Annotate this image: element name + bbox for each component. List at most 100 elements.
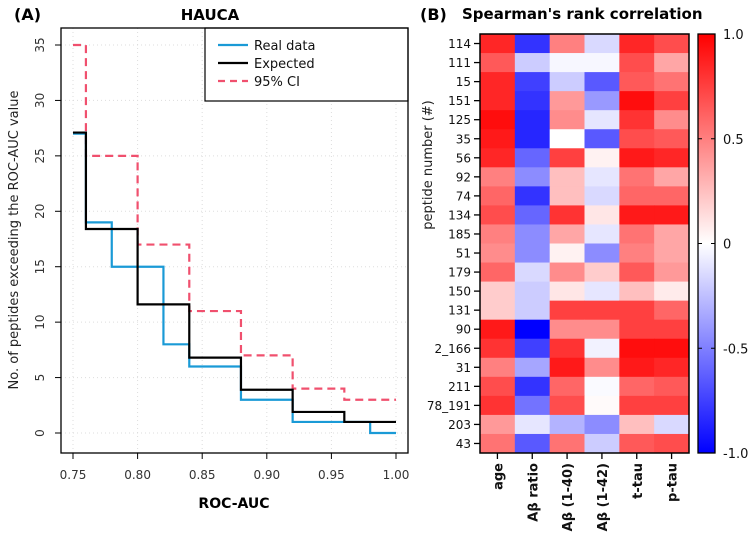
heatmap-cell [549,34,585,54]
heatmap-cell [619,300,655,321]
heatmap-cell [480,110,516,130]
heatmap-cell [654,72,690,92]
heatmap-cell [619,395,655,416]
y-tick-label: 5 [33,374,47,382]
heatmap-cell [480,433,516,454]
heatmap-cell [480,262,516,283]
heatmap-cell [584,53,620,73]
colorbar: 1.0 0.5 0 -0.5 -1.0 [697,28,748,462]
heatmap-cell [514,376,551,397]
heatmap-cell [514,262,551,283]
heatmap-cell [584,300,620,321]
heatmap-cell [619,110,655,130]
heatmap-cell [584,167,620,187]
colorbar-tick-label: 1.0 [723,28,744,43]
heatmap-cell [654,357,690,378]
heatmap-y-label: peptide number (#) [421,100,436,230]
panel-b-label: (B) [420,5,447,24]
legend-entry: Real data [254,39,315,54]
heatmap-cell [619,338,655,359]
row-label: 185 [448,227,471,241]
heatmap-cell [514,34,551,54]
heatmap-cell [514,205,551,225]
heatmap-cell [654,281,690,302]
heatmap-cell [514,395,551,416]
heatmap-cell [549,205,585,225]
legend-entry: 95% CI [254,75,300,90]
step-lines [73,43,396,435]
heatmap-cell [549,300,585,321]
colorbar-tick-label: 0.5 [723,133,744,148]
x-tick-label: 0.85 [189,468,216,482]
row-label: 74 [456,189,471,203]
heatmap-cell [549,414,585,435]
heatmap-cell [514,224,551,244]
row-label: 131 [448,304,471,318]
y-tick-label: 25 [33,148,47,163]
heatmap-cell [549,72,585,92]
heatmap-cell [584,414,620,435]
row-label: 92 [456,170,471,184]
y-axis-label: No. of peptides exceeding the ROC-AUC va… [7,91,22,390]
colorbar-tick-label: -1.0 [723,447,748,462]
heatmap-cell [619,91,655,111]
heatmap-cell [549,281,585,302]
row-label: 125 [448,113,471,127]
colorbar-tick-label: 0 [723,238,731,253]
y-tick-label: 10 [33,315,47,330]
axis-ticks: 0.75 0.80 0.85 0.90 0.95 1.00 0 5 10 15 20 25 30 35 [33,37,409,482]
heatmap-cell [549,395,585,416]
column-label: p-tau [666,463,681,502]
heatmap-cell [584,72,620,92]
heatmap-cell [514,414,551,435]
row-label: 43 [456,437,471,451]
heatmap-cell [549,110,585,130]
heatmap-cell [514,110,551,130]
heatmap-cell [480,395,516,416]
heatmap-cell [619,205,655,225]
heatmap-cell [619,167,655,187]
heatmap-cell [480,53,516,73]
x-tick-label: 0.75 [60,468,87,482]
colorbar-tick-label: -0.5 [723,342,748,357]
heatmap-cell [480,129,516,149]
heatmap-cell [514,53,551,73]
heatmap-cell [549,186,585,206]
row-label: 203 [448,418,471,432]
row-label: 35 [456,132,471,146]
panel-b-title: Spearman's rank correlation [462,5,703,23]
heatmap-cell [514,433,551,454]
heatmap-cell [619,376,655,397]
heatmap-cell [619,72,655,92]
heatmap-cell [480,91,516,111]
y-tick-label: 35 [33,37,47,52]
heatmap-cell [514,338,551,359]
legend-entry: Expected [254,57,315,72]
heatmap-cell [514,186,551,206]
heatmap-cell [480,338,516,359]
heatmap-cell [549,338,585,359]
heatmap-cell [514,281,551,302]
row-label: 2_166 [434,342,471,356]
heatmap-cell [619,243,655,264]
panel-a-title: HAUCA [181,6,240,24]
heatmap-cell [480,167,516,187]
heatmap-cell [619,129,655,149]
heatmap-cell [654,300,690,321]
x-tick-label: 0.80 [124,468,151,482]
x-axis-label: ROC-AUC [198,496,269,512]
heatmap-cell [619,433,655,454]
heatmap-cell [549,262,585,283]
column-label: Aβ (1-40) [561,463,576,531]
heatmap-cell [584,34,620,54]
row-label: 90 [456,323,471,337]
heatmap-cell [654,34,690,54]
heatmap-cell [619,319,655,340]
heatmap-cell [619,224,655,244]
series-line-real-data [73,132,396,435]
row-label: 151 [448,94,471,108]
heatmap-cell [514,91,551,111]
heatmap-cell [480,224,516,244]
column-label: t-tau [631,463,646,499]
heatmap-cell [514,167,551,187]
